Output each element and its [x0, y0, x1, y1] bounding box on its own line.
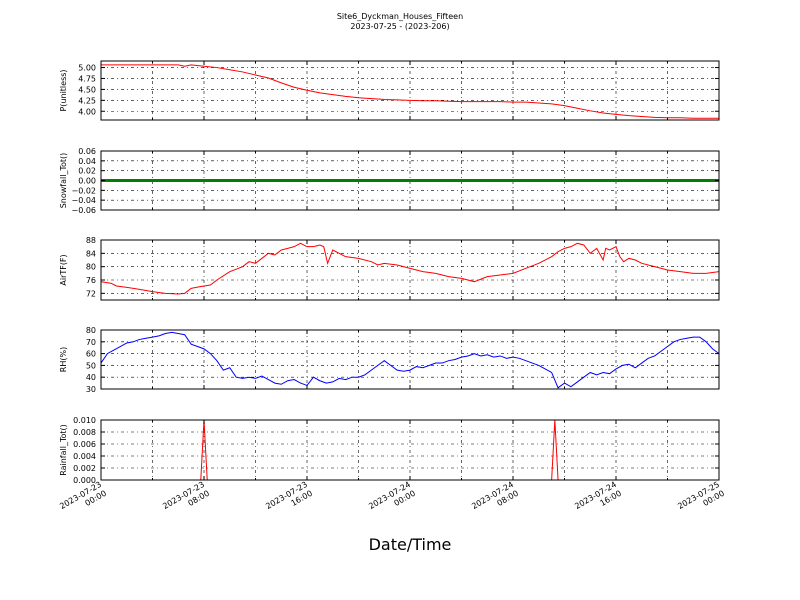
- y-tick-label: 70: [86, 338, 96, 347]
- x-tick-label: 2023-07-2416:00: [573, 480, 623, 520]
- series-line: [101, 64, 719, 119]
- y-tick-label: 4.25: [78, 96, 96, 105]
- y-tick-label: 60: [86, 350, 96, 359]
- series-line: [100, 331, 720, 389]
- y-tick-label: 72: [86, 289, 96, 298]
- x-tick-label: 2023-07-2500:00: [676, 480, 726, 520]
- y-tick-label: 84: [86, 249, 96, 258]
- y-axis-label: Rainfall_Tot(): [59, 424, 68, 476]
- panel-air-temperature: 72 76 80 84 88 AirTF(F): [59, 236, 720, 301]
- y-axis-label: AirTF(F): [59, 254, 68, 285]
- y-tick-label: 0.006: [73, 440, 96, 449]
- y-tick-label: 5.00: [78, 64, 96, 73]
- y-tick-label: 80: [86, 326, 96, 335]
- series-line: [100, 242, 720, 295]
- panel-pressure: 4.00 4.25 4.50 4.755.00 P(unitless): [59, 60, 720, 121]
- y-tick-label: 0.004: [73, 452, 96, 461]
- y-tick-label: 0.000: [73, 476, 96, 485]
- y-tick-label: 0.00: [78, 177, 96, 186]
- x-axis-label: Date/Time: [369, 535, 452, 554]
- y-tick-label: 4.75: [78, 74, 96, 83]
- y-tick-label: 0.002: [73, 464, 96, 473]
- y-tick-label: 4.50: [78, 85, 96, 94]
- y-axis-label: P(unitless): [59, 69, 68, 111]
- y-tick-label: 88: [86, 236, 96, 245]
- y-tick-label: 0.010: [73, 416, 96, 425]
- y-tick-label: 0.04: [78, 157, 96, 166]
- y-axis-label: RH(%): [59, 347, 68, 372]
- y-tick-label: 40: [86, 373, 96, 382]
- y-tick-label: 0.02: [78, 167, 96, 176]
- y-tick-label: 30: [86, 385, 96, 394]
- x-tick-label: 2023-07-2308:00: [161, 480, 211, 520]
- y-tick-label: 4.00: [78, 107, 96, 116]
- y-tick-label: 80: [86, 263, 96, 272]
- y-tick-label: −0.02: [71, 186, 96, 195]
- y-tick-label: −0.04: [71, 196, 96, 205]
- y-tick-label: −0.06: [71, 206, 96, 215]
- x-tick-label: 2023-07-2408:00: [470, 480, 520, 520]
- y-axis-label: Snowfall_Tot(): [59, 153, 68, 209]
- x-tick-label: 2023-07-2400:00: [367, 480, 417, 520]
- panel-snowfall: −0.06−0.04−0.020.000.020.040.06 Snowfall_…: [59, 147, 720, 215]
- y-tick-label: 0.008: [73, 428, 96, 437]
- y-tick-label: 50: [86, 361, 96, 370]
- x-tick-label: 2023-07-2300:00: [58, 480, 108, 520]
- x-tick-labels: 2023-07-2300:00 2023-07-2308:00 2023-07-23…: [58, 480, 726, 520]
- x-tick-label: 2023-07-2316:00: [264, 480, 314, 520]
- chart-title-line1: Site6_Dyckman_Houses_Fifteen: [337, 12, 463, 21]
- panel-relative-humidity: 30 40 50 60 70 80 RH(%): [59, 326, 720, 394]
- chart-title-line2: 2023-07-25 - (2023-206): [350, 22, 449, 31]
- panel-rainfall: 0.000 0.002 0.004 0.006 0.008 0.010 Rainfall_T…: [59, 416, 720, 485]
- y-tick-label: 0.06: [78, 147, 96, 156]
- y-tick-label: 76: [86, 276, 96, 285]
